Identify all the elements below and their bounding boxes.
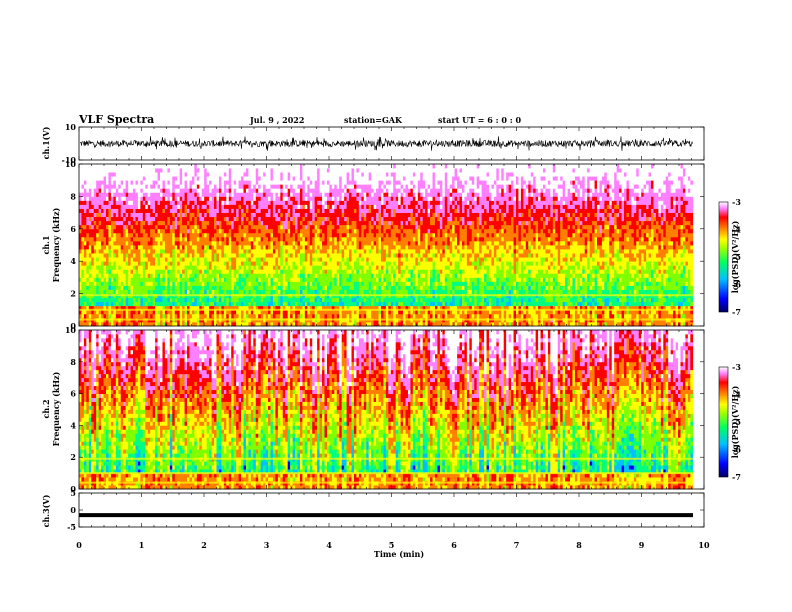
ch3-voltage-axis-label: ch.3(V)	[41, 494, 51, 527]
ch2-colorbar-label: log(PSD)(V²/Hz)	[730, 386, 740, 459]
ch2-frequency-axis-label: Frequency (kHz)	[51, 371, 61, 446]
y-tick-label: 6	[70, 224, 76, 234]
horizontal-band	[79, 319, 693, 321]
colorbar-tick-label: -7	[732, 307, 741, 317]
station-label: station=GAK	[344, 115, 403, 125]
y-tick-label: 10	[65, 325, 77, 335]
panel-frame	[79, 493, 704, 527]
x-tick-label: 6	[451, 540, 457, 550]
horizontal-band	[79, 294, 693, 296]
spectrogram-image	[79, 330, 693, 489]
start-time-label: start UT = 6 : 0 : 0	[438, 115, 521, 125]
x-tick-label: 8	[576, 540, 582, 550]
ch2-label: ch.2	[41, 399, 51, 418]
horizontal-band	[79, 458, 693, 460]
x-tick-label: 10	[698, 540, 710, 550]
ch3-waveform-panel: 5 0 -5	[67, 488, 704, 532]
y-tick-label: 4	[70, 420, 76, 430]
ch1-colorbar-label: log(PSD)(V²/Hz)	[730, 221, 740, 294]
x-tick-label: 3	[264, 540, 270, 550]
x-tick-label: 4	[326, 540, 332, 550]
date-label: Jul. 9 , 2022	[249, 115, 304, 125]
y-tick-label: 5	[70, 488, 76, 498]
ch2-colorbar	[719, 367, 728, 477]
ch1-waveform-line	[80, 136, 693, 151]
time-axis-label: Time (min)	[374, 549, 424, 559]
y-tick-label: 6	[70, 389, 76, 399]
y-tick-label: 2	[70, 452, 76, 462]
x-tick-label: 9	[639, 540, 645, 550]
x-tick-label: 1	[139, 540, 145, 550]
y-tick-label: 0	[70, 505, 76, 515]
figure-title: VLF Spectra	[78, 113, 154, 126]
horizontal-band	[79, 472, 693, 474]
y-tick-label: 8	[70, 191, 76, 201]
horizontal-band	[79, 309, 693, 311]
x-tick-label: 7	[514, 540, 520, 550]
y-tick-label: 8	[70, 357, 76, 367]
colorbar-tick-label: -7	[732, 472, 741, 482]
colorbar-tick-label: -3	[732, 362, 741, 372]
ch1-colorbar	[719, 202, 728, 312]
y-tick-label: -5	[67, 522, 76, 532]
panel-frame	[79, 127, 704, 160]
horizontal-band	[79, 482, 693, 484]
ch1-label: ch.1	[41, 235, 51, 254]
colorbar-tick-label: -3	[732, 197, 741, 207]
y-tick-label: 10	[65, 159, 77, 169]
ch1-frequency-axis-label: Frequency (kHz)	[51, 207, 61, 282]
x-tick-label: 2	[201, 540, 207, 550]
y-tick-label: 10	[65, 122, 77, 132]
spectrogram-image	[79, 164, 693, 326]
y-tick-label: 4	[70, 256, 76, 266]
x-tick-label: 0	[76, 540, 82, 550]
y-tick-label: 2	[70, 289, 76, 299]
ch1-voltage-axis-label: ch.1(V)	[41, 126, 51, 159]
ch1-waveform-panel: 10-10	[62, 122, 704, 165]
